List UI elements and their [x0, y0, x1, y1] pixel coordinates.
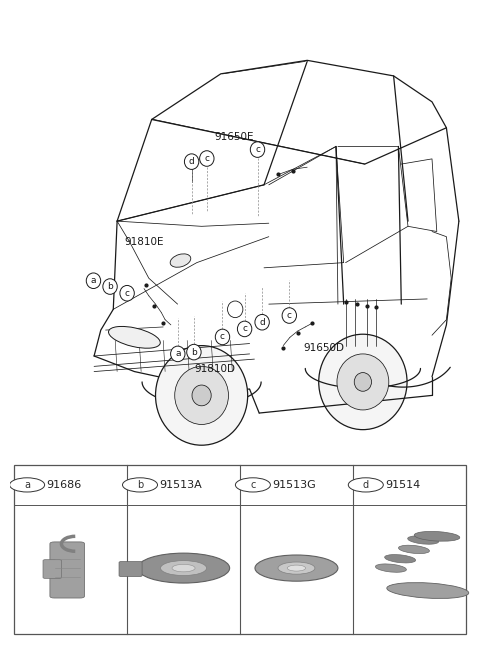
- Text: 91514: 91514: [385, 480, 420, 490]
- Ellipse shape: [398, 545, 430, 554]
- Text: a: a: [24, 480, 30, 490]
- Text: c: c: [220, 333, 225, 341]
- Text: 91513A: 91513A: [159, 480, 202, 490]
- Circle shape: [354, 373, 372, 391]
- Text: c: c: [242, 325, 247, 333]
- Text: a: a: [175, 350, 180, 358]
- Text: c: c: [250, 480, 255, 490]
- FancyBboxPatch shape: [50, 542, 84, 598]
- Text: 91650D: 91650D: [303, 342, 345, 353]
- Text: 91810E: 91810E: [124, 237, 163, 247]
- Text: 91513G: 91513G: [272, 480, 316, 490]
- FancyBboxPatch shape: [14, 465, 466, 634]
- Text: 91686: 91686: [47, 480, 82, 490]
- Circle shape: [103, 279, 117, 295]
- Ellipse shape: [172, 564, 195, 572]
- Circle shape: [122, 478, 157, 492]
- Circle shape: [200, 151, 214, 167]
- Text: c: c: [125, 289, 130, 298]
- Text: b: b: [191, 348, 197, 357]
- Ellipse shape: [414, 531, 460, 541]
- Circle shape: [216, 329, 230, 345]
- Circle shape: [255, 314, 269, 330]
- Circle shape: [187, 344, 201, 360]
- Circle shape: [319, 334, 407, 430]
- Circle shape: [156, 346, 248, 445]
- Circle shape: [10, 478, 45, 492]
- Ellipse shape: [170, 254, 191, 267]
- Text: c: c: [287, 311, 292, 320]
- Ellipse shape: [160, 561, 206, 575]
- Ellipse shape: [375, 564, 407, 572]
- Circle shape: [86, 273, 101, 289]
- FancyBboxPatch shape: [119, 562, 142, 577]
- Circle shape: [348, 478, 384, 492]
- Ellipse shape: [255, 555, 338, 581]
- Ellipse shape: [108, 327, 160, 348]
- Ellipse shape: [137, 553, 229, 583]
- Circle shape: [192, 385, 211, 406]
- Text: 91650E: 91650E: [215, 132, 254, 142]
- Circle shape: [120, 285, 134, 301]
- Text: c: c: [204, 154, 209, 163]
- Ellipse shape: [408, 536, 439, 544]
- Ellipse shape: [384, 554, 416, 563]
- Text: d: d: [189, 157, 194, 166]
- FancyBboxPatch shape: [43, 560, 61, 579]
- Circle shape: [175, 366, 228, 424]
- Ellipse shape: [387, 583, 469, 598]
- Circle shape: [282, 308, 297, 323]
- Circle shape: [170, 346, 185, 361]
- Circle shape: [184, 154, 199, 169]
- Text: d: d: [259, 318, 265, 327]
- Circle shape: [228, 301, 243, 318]
- Circle shape: [235, 478, 270, 492]
- Ellipse shape: [287, 565, 306, 571]
- Text: b: b: [107, 282, 113, 291]
- Circle shape: [238, 321, 252, 337]
- Text: b: b: [137, 480, 143, 490]
- Ellipse shape: [278, 562, 315, 574]
- Circle shape: [250, 142, 264, 157]
- Text: c: c: [255, 145, 260, 154]
- Text: 91810D: 91810D: [194, 364, 235, 374]
- Text: d: d: [363, 480, 369, 490]
- Text: a: a: [91, 276, 96, 285]
- Circle shape: [337, 354, 389, 410]
